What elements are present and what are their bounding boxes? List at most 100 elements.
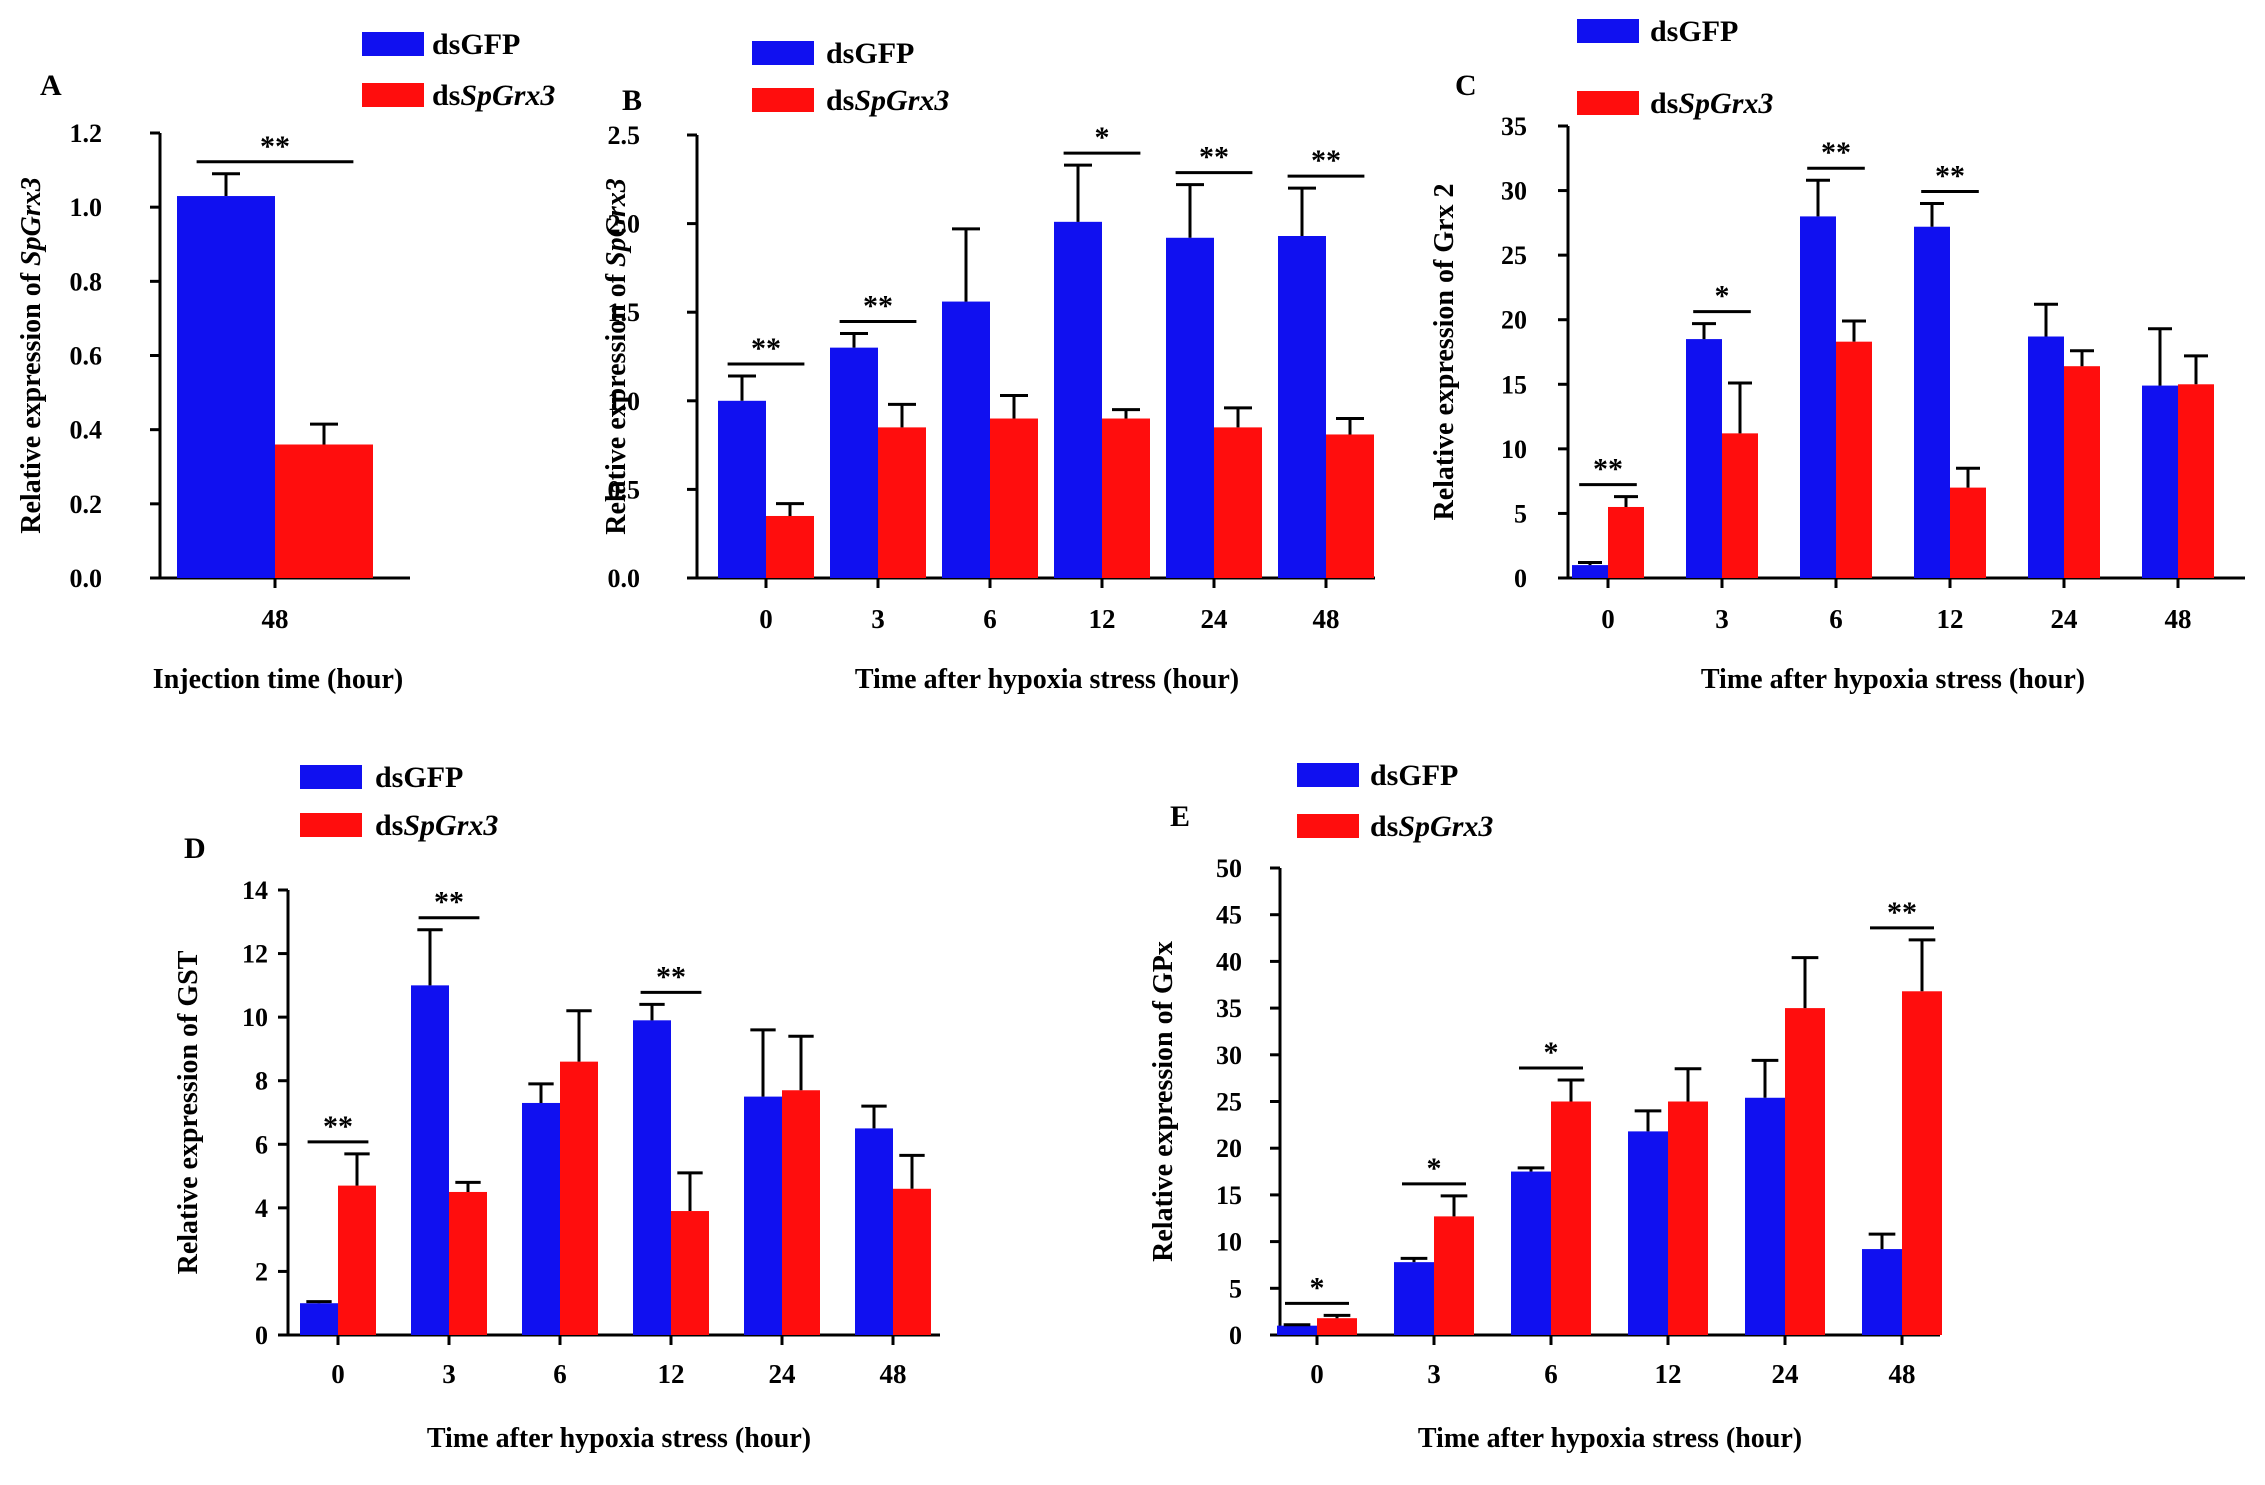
y-tick-label: 5 [1229,1274,1242,1303]
x-tick-label: 6 [1544,1359,1558,1389]
legend-swatch-dsspgrx3 [300,813,362,837]
y-tick-label: 35 [1501,112,1527,141]
error-bar [1920,201,1944,227]
legend-label-dsgfp: dsGFP [432,28,520,61]
legend-swatch-dsspgrx3 [362,83,424,107]
significance-label: ** [863,289,893,322]
error-bar [750,1028,776,1097]
x-tick-label: 48 [880,1359,907,1389]
legend-swatch-dsgfp [752,41,814,65]
x-axis-label: Time after hypoxia stress (hour) [1418,1423,1802,1454]
x-tick-label: 6 [1829,604,1843,634]
bar-dsspgrx3 [766,515,814,578]
bar-dsgfp [1394,1262,1434,1335]
error-bar [1557,1078,1585,1102]
bar-dsspgrx3 [275,444,373,578]
bar-dsspgrx3 [1551,1101,1591,1335]
y-tick-label: 2 [255,1257,268,1286]
bar-dsspgrx3 [1836,341,1872,578]
bar-dsspgrx3 [1317,1318,1357,1335]
x-tick-label: 3 [871,604,885,634]
bar-dsspgrx3 [1608,506,1644,578]
y-tick-label: 8 [255,1067,268,1096]
y-tick-label: 40 [1216,947,1242,976]
bar-dsspgrx3 [878,427,926,578]
y-tick-label: 30 [1501,177,1527,206]
bar-dsspgrx3 [2178,384,2214,578]
legend-swatch-dsgfp [1577,19,1639,43]
y-tick-label: 5 [1514,499,1527,528]
error-bar [1336,417,1364,435]
legend-swatch-dsspgrx3 [1577,91,1639,115]
error-bar [1176,183,1204,238]
bar-dsgfp [1914,226,1950,578]
legend-swatch-dsspgrx3 [1297,814,1359,838]
bar-dsgfp [633,1020,671,1335]
y-axis-label: Relative expression of GPx [1148,941,1179,1262]
y-tick-label: 0 [255,1321,268,1350]
bar-dsspgrx3 [1102,418,1150,578]
y-tick-label: 2.0 [608,210,641,239]
x-axis-label: Injection time (hour) [153,664,403,695]
y-tick-label: 1.2 [70,119,103,148]
bar-dsspgrx3 [1214,427,1262,578]
y-tick-label: 45 [1216,901,1242,930]
bar-dsspgrx3 [449,1191,487,1335]
y-tick-label: 15 [1216,1181,1242,1210]
significance-label: ** [260,130,290,163]
error-bar [310,422,338,445]
legend-label-dsgfp: dsGFP [375,761,463,794]
x-axis-label: Time after hypoxia stress (hour) [427,1423,811,1454]
error-bar [677,1171,703,1212]
error-bar [1868,1232,1896,1250]
panel-label: E [1170,800,1190,833]
y-tick-label: 10 [1501,435,1527,464]
significance-label: ** [323,1110,353,1143]
bar-dsspgrx3 [1668,1101,1708,1335]
error-bar [1614,495,1638,507]
y-tick-label: 25 [1216,1088,1242,1117]
error-bar [2148,327,2172,386]
legend-label-dsspgrx3: dsSpGrx3 [1650,87,1773,120]
error-bar [1224,406,1252,428]
bar-dsgfp [1572,565,1608,578]
error-bar [639,1002,665,1021]
bar-dsspgrx3 [1902,991,1942,1335]
y-tick-label: 6 [255,1130,268,1159]
error-bar [861,1104,887,1129]
error-bar [888,402,916,428]
bar-dsgfp [1745,1097,1785,1335]
bar-dsgfp [1166,237,1214,578]
panel-label: D [184,832,206,865]
bar-dsgfp [1054,221,1102,578]
significance-label: ** [751,332,781,365]
error-bar [455,1180,481,1192]
bar-dsgfp [2142,385,2178,578]
x-tick-label: 48 [262,604,289,634]
bar-dsgfp [300,1303,338,1335]
error-bar [1751,1058,1779,1098]
error-bar [1956,466,1980,488]
y-tick-label: 30 [1216,1041,1242,1070]
y-tick-label: 4 [255,1194,268,1223]
error-bar [1674,1067,1702,1102]
bar-dsgfp [1628,1131,1668,1335]
error-bar [212,172,240,197]
bar-dsgfp [1686,339,1722,578]
error-bar [1806,178,1830,217]
error-bar [1000,393,1028,419]
error-bar [1517,1166,1545,1172]
error-bar [306,1300,332,1304]
significance-label: ** [1199,141,1229,174]
error-bar [840,331,868,348]
significance-label: ** [1311,144,1341,177]
y-tick-label: 0.8 [70,267,103,296]
x-tick-label: 0 [1310,1359,1324,1389]
y-tick-label: 0 [1514,564,1527,593]
y-tick-label: 0.4 [70,416,103,445]
error-bar [528,1082,554,1103]
bar-dsspgrx3 [560,1061,598,1335]
bar-dsspgrx3 [1785,1008,1825,1335]
x-tick-label: 48 [1889,1359,1916,1389]
